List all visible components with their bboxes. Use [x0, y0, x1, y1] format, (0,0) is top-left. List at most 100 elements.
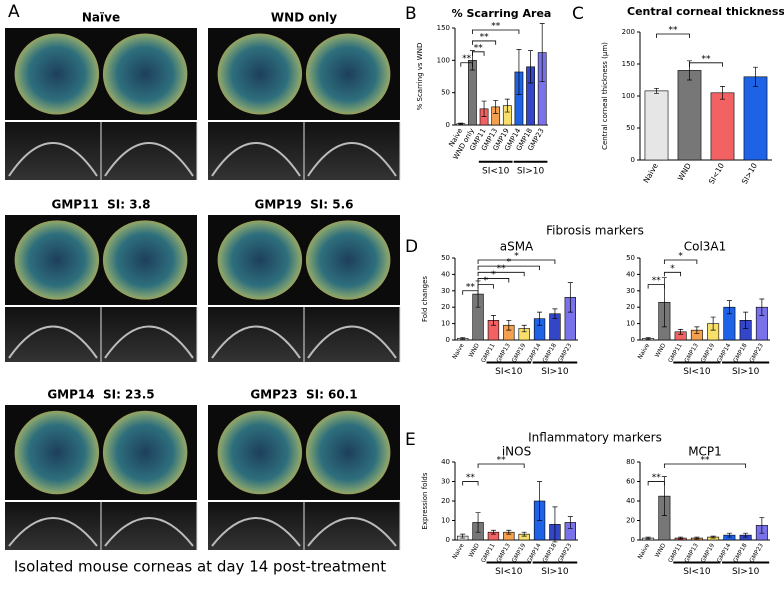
oct-curve	[8, 517, 98, 547]
error-bar	[710, 316, 716, 331]
significance-label: *	[514, 252, 519, 262]
chart-title: aSMA	[500, 240, 534, 254]
significance-label: *	[484, 276, 489, 286]
y-tick-label: 40	[441, 458, 450, 466]
y-tick-label: 30	[441, 478, 450, 486]
oct-curve	[104, 325, 194, 359]
y-tick-label: 150	[437, 24, 450, 32]
cornea	[305, 220, 391, 300]
y-tick-label: 0	[446, 536, 450, 544]
error-bar	[460, 337, 466, 340]
significance-bracket	[663, 463, 747, 468]
panel-label: C	[572, 4, 584, 24]
error-bar	[460, 533, 466, 539]
group-label: SI<10	[683, 567, 711, 577]
error-bar	[743, 532, 749, 538]
error-bar	[552, 308, 558, 320]
oct-curve	[211, 325, 301, 359]
y-tick-label: 50	[626, 254, 635, 262]
bar	[710, 92, 735, 161]
error-bar	[481, 100, 487, 117]
group-label: SI>10	[517, 166, 545, 176]
oct-curve	[8, 142, 98, 177]
x-tick-label: GMP14	[716, 542, 733, 564]
error-bar	[645, 536, 651, 540]
x-tick-label: Naive	[451, 342, 466, 361]
oct-curve	[307, 142, 397, 177]
significance-bracket	[472, 29, 520, 34]
error-bar	[493, 100, 499, 114]
bar	[677, 70, 702, 161]
image-label: GMP11 SI: 3.8	[52, 198, 151, 212]
y-tick-label: 40	[626, 270, 635, 278]
significance-label: *	[491, 270, 496, 280]
x-tick-label: GMP19	[700, 542, 717, 564]
y-tick-label: 20	[626, 517, 635, 525]
y-axis-label: Expression folds	[421, 472, 429, 529]
significance-bracket	[462, 290, 479, 295]
image-label: GMP19 SI: 5.6	[255, 198, 354, 212]
x-tick-label: WND	[468, 342, 482, 359]
y-tick-label: 20	[626, 303, 635, 311]
panel-label: B	[405, 4, 417, 24]
error-bar	[458, 122, 464, 125]
error-bar	[537, 311, 543, 326]
cornea	[14, 220, 100, 300]
x-tick-label: GMP23	[748, 542, 765, 564]
significance-bracket	[472, 40, 497, 45]
group-label: SI<10	[495, 567, 523, 577]
x-tick-label: Naive	[637, 542, 652, 561]
x-tick-label: Naive	[637, 342, 652, 361]
significance-label: **	[497, 456, 507, 466]
error-bar	[552, 506, 558, 543]
error-bar	[490, 529, 496, 535]
y-tick-label: 0	[446, 121, 450, 129]
x-tick-label: SI<10	[707, 161, 726, 185]
image-label: GMP23 SI: 60.1	[250, 388, 357, 402]
error-bar	[528, 50, 534, 84]
x-tick-label: GMP13	[683, 342, 700, 364]
x-tick-label: Naive	[641, 161, 660, 184]
chart-title: MCP1	[688, 445, 722, 459]
error-bar	[710, 535, 716, 539]
y-tick-label: 30	[626, 287, 635, 295]
error-bar	[516, 48, 522, 95]
significance-bracket	[472, 51, 485, 56]
image-label: GMP14 SI: 23.5	[47, 388, 154, 402]
panel-label: A	[8, 2, 20, 22]
y-tick-label: 10	[441, 517, 450, 525]
y-axis-label: Central corneal thickness (μm)	[601, 42, 609, 150]
significance-bracket	[656, 33, 690, 38]
significance-label: **	[480, 32, 490, 42]
x-tick-label: WND	[676, 161, 693, 182]
cornea	[217, 33, 303, 115]
y-tick-label: 20	[441, 497, 450, 505]
significance-bracket	[663, 271, 682, 277]
x-tick-label: GMP14	[716, 342, 733, 364]
error-bar	[490, 315, 496, 326]
x-tick-label: GMP11	[667, 342, 684, 364]
x-tick-label: Naive	[451, 542, 466, 561]
significance-bracket	[477, 259, 556, 264]
x-tick-label: GMP23	[748, 342, 765, 364]
chart-title: Central corneal thickness	[627, 5, 784, 18]
x-tick-label: GMP18	[732, 542, 749, 564]
x-tick-label: GMP18	[732, 342, 749, 364]
group-label: SI>10	[732, 567, 760, 577]
error-bar	[694, 326, 700, 334]
cornea	[217, 220, 303, 300]
error-bar	[694, 536, 700, 540]
oct-curve	[104, 517, 194, 547]
x-tick-label: SI>10	[740, 161, 759, 185]
bar	[743, 76, 768, 161]
significance-label: *	[670, 264, 675, 274]
significance-label: **	[701, 456, 711, 466]
y-tick-label: 30	[441, 287, 450, 295]
group-label: SI>10	[541, 367, 569, 377]
y-tick-label: 0	[631, 536, 635, 544]
y-tick-label: 150	[622, 60, 635, 68]
chart-title: Col3A1	[684, 240, 727, 254]
group-label: SI<10	[683, 367, 711, 377]
y-tick-label: 10	[626, 320, 635, 328]
